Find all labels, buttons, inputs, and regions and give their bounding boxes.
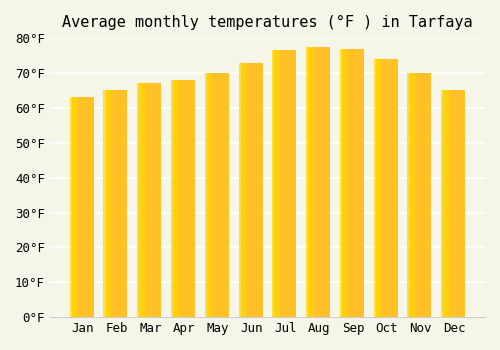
Bar [408,73,415,317]
Bar [444,90,465,317]
Bar [140,83,161,317]
Bar [238,63,246,317]
Bar [137,83,145,317]
Bar [272,50,280,317]
Bar [441,90,449,317]
Bar [308,47,330,317]
Bar [274,50,296,317]
Bar [106,90,128,317]
Bar [340,49,347,317]
Title: Average monthly temperatures (°F ) in Tarfaya: Average monthly temperatures (°F ) in Ta… [62,15,472,30]
Bar [374,59,382,317]
Bar [376,59,398,317]
Bar [72,97,94,317]
Bar [306,47,314,317]
Bar [171,80,178,317]
Bar [204,73,212,317]
Bar [104,90,111,317]
Bar [342,49,364,317]
Bar [207,73,229,317]
Bar [173,80,195,317]
Bar [410,73,432,317]
Bar [70,97,78,317]
Bar [240,63,262,317]
